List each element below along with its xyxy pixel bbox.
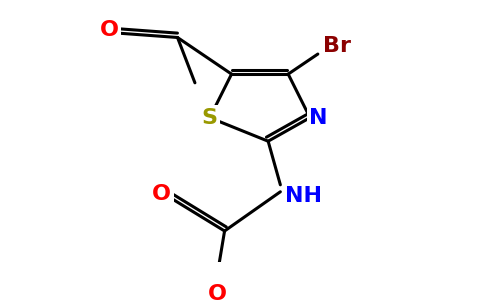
Text: O: O (152, 184, 171, 204)
Text: O: O (100, 20, 119, 40)
Text: O: O (208, 284, 227, 300)
Text: Br: Br (323, 36, 351, 56)
Text: S: S (202, 108, 218, 128)
Text: N: N (309, 108, 328, 128)
Text: NH: NH (285, 186, 321, 206)
